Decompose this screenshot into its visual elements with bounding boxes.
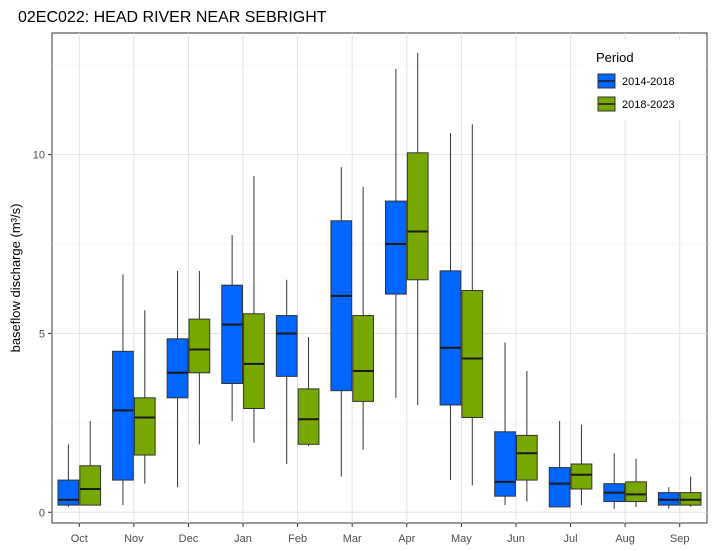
box-2018-2023-Jun [516, 370, 538, 502]
legend-item: 2018-2023 [597, 96, 675, 112]
box-2014-2018-Apr [385, 68, 407, 398]
box-body [133, 397, 156, 456]
x-tick-label: Dec [179, 533, 199, 545]
y-tick-label: 0 [39, 507, 45, 519]
x-tick-label: Oct [71, 533, 88, 545]
box-body [516, 434, 538, 481]
box-body [625, 481, 647, 503]
box-2018-2023-Aug [625, 458, 647, 507]
box-2018-2023-Dec [188, 270, 211, 445]
box-2014-2018-Aug [603, 453, 626, 509]
box-body [461, 290, 484, 418]
box-2014-2018-Sep [657, 487, 680, 509]
box-body [243, 313, 265, 410]
box-body [297, 388, 320, 445]
box-body [79, 465, 102, 506]
box-2018-2023-Feb [297, 337, 320, 447]
box-body [494, 431, 516, 497]
box-2014-2018-Dec [166, 270, 189, 488]
legend-label: 2018-2023 [622, 99, 675, 111]
box-2018-2023-Nov [133, 310, 156, 484]
x-tick-label: Jun [507, 533, 525, 545]
box-2018-2023-Apr [406, 52, 429, 405]
x-tick-label: May [451, 533, 472, 545]
x-tick-label: Aug [615, 533, 635, 545]
y-axis-label: baseflow discharge (m³/s) [8, 204, 23, 353]
box-2014-2018-Jul [548, 421, 571, 508]
box-2014-2018-Jun [494, 342, 516, 506]
y-tick-label: 5 [39, 328, 45, 340]
chart-title: 02EC022: HEAD RIVER NEAR SEBRIGHT [18, 9, 327, 26]
box-body [221, 284, 243, 385]
legend: Period 2014-2018 2018-2023 [586, 40, 700, 120]
box-body [570, 463, 593, 490]
box-2018-2023-Jul [570, 424, 593, 506]
box-body [188, 318, 211, 374]
box-2018-2023-May [461, 124, 484, 486]
axes: 0 5 10 Oct Nov Dec Jan Feb Mar Apr May Jun Jul Aug Sep [33, 150, 690, 545]
box-2014-2018-May [439, 133, 462, 481]
box-body [385, 200, 407, 295]
box-body [439, 270, 462, 406]
box-2014-2018-Oct [57, 444, 80, 507]
x-tick-label: Jan [234, 533, 252, 545]
legend-label: 2014-2018 [622, 76, 675, 88]
box-body [352, 315, 374, 402]
grid-lines [52, 33, 707, 523]
x-tick-label: Mar [343, 533, 362, 545]
box-2014-2018-Nov [112, 274, 134, 506]
box-2018-2023-Mar [352, 186, 374, 450]
x-tick-label: Sep [670, 533, 690, 545]
box-2018-2023-Jan [243, 176, 265, 443]
box-2014-2018-Jan [221, 235, 243, 422]
legend-item: 2014-2018 [597, 73, 675, 89]
box-2018-2023-Sep [679, 476, 702, 507]
box-body [112, 350, 134, 481]
box-2014-2018-Feb [275, 279, 298, 464]
box-body [166, 338, 189, 399]
box-body [57, 479, 80, 506]
x-tick-label: Feb [288, 533, 307, 545]
legend-title: Period [596, 50, 634, 65]
box-body [406, 152, 429, 281]
box-body [548, 467, 571, 508]
x-tick-label: Apr [398, 533, 415, 545]
box-2018-2023-Oct [79, 421, 102, 506]
box-2014-2018-Mar [330, 167, 353, 477]
y-tick-label: 10 [33, 150, 45, 162]
box-body [275, 315, 298, 377]
box-body [330, 220, 353, 392]
x-tick-label: Nov [124, 533, 144, 545]
x-tick-label: Jul [564, 533, 578, 545]
boxes-layer [57, 52, 702, 509]
